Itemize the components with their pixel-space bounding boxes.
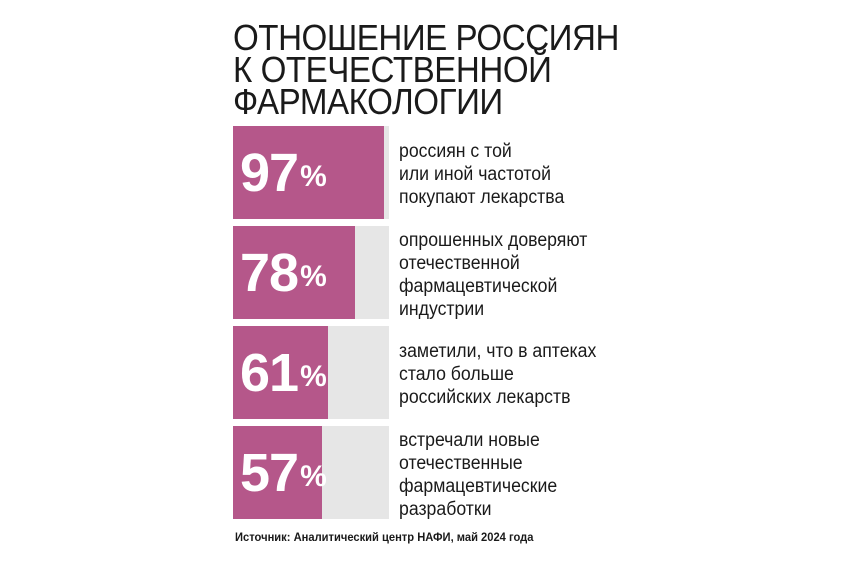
- bar-value-number: 57: [240, 442, 299, 503]
- bar: [233, 126, 385, 219]
- bar-category-line: отечественной: [399, 253, 520, 274]
- bar-category-line: или иной частотой: [399, 164, 551, 185]
- bar-row: 61% заметили, что в аптеках стало больше ро…: [233, 326, 753, 419]
- bar-category-line: фармацевтические: [399, 476, 558, 497]
- bar-category-line: российских лекарств: [399, 387, 571, 408]
- bar-category-line: встречали новые: [399, 430, 540, 451]
- bar-category-line: индустрии: [399, 299, 485, 320]
- bar-value-label: 57%: [240, 426, 327, 519]
- bar-row: 78% опрошенных доверяют отечественной фарма…: [233, 226, 753, 321]
- bar-category-line: стало больше: [399, 364, 514, 385]
- bar-category-line: россиян с той: [399, 141, 512, 162]
- bar-category-line: опрошенных доверяют: [399, 230, 588, 251]
- bar-value-unit: %: [300, 359, 327, 393]
- bar-value-unit: %: [300, 159, 327, 193]
- bar-category-line: покупают лекарства: [399, 187, 565, 208]
- chart-title-line: ОТНОШЕНИЕ РОССИЯН: [233, 17, 619, 58]
- bar-value-label: 78%: [240, 226, 327, 319]
- bar-value-unit: %: [300, 259, 327, 293]
- bar-category-label: россиян с той или иной частотой покупают л…: [399, 140, 715, 209]
- bar-row: 97% россиян с той или иной частотой покупаю…: [233, 126, 753, 219]
- bar-category-label: встречали новые отечественные фармацевтиче…: [399, 429, 715, 521]
- bar-value-unit: %: [300, 459, 327, 493]
- chart-title-line: ФАРМАКОЛОГИИ: [233, 81, 503, 122]
- chart-title-line: К ОТЕЧЕСТВЕННОЙ: [233, 49, 552, 90]
- bar-value-number: 97: [240, 142, 299, 203]
- bar-category-line: отечественные: [399, 453, 523, 474]
- bar-value-label: 61%: [240, 326, 327, 419]
- bar-value-number: 78: [240, 242, 299, 303]
- bar-category-label: опрошенных доверяют отечественной фармацев…: [399, 229, 715, 321]
- bar: [233, 426, 322, 519]
- chart-title: ОТНОШЕНИЕ РОССИЯН К ОТЕЧЕСТВЕННОЙ ФАРМАК…: [233, 17, 619, 122]
- bar: [233, 226, 355, 319]
- bar-value-number: 61: [240, 342, 299, 403]
- bar-category-label: заметили, что в аптеках стало больше росси…: [399, 340, 715, 409]
- bar: [233, 326, 329, 419]
- source-note: Источник: Аналитический центр НАФИ, май …: [235, 530, 534, 544]
- bar-row: 57% встречали новые отечественные фармацевт…: [233, 426, 753, 521]
- bar-category-line: разработки: [399, 499, 492, 520]
- bar-category-line: фармацевтической: [399, 276, 558, 297]
- bar-category-line: заметили, что в аптеках: [399, 341, 597, 362]
- bar-value-label: 97%: [240, 126, 327, 219]
